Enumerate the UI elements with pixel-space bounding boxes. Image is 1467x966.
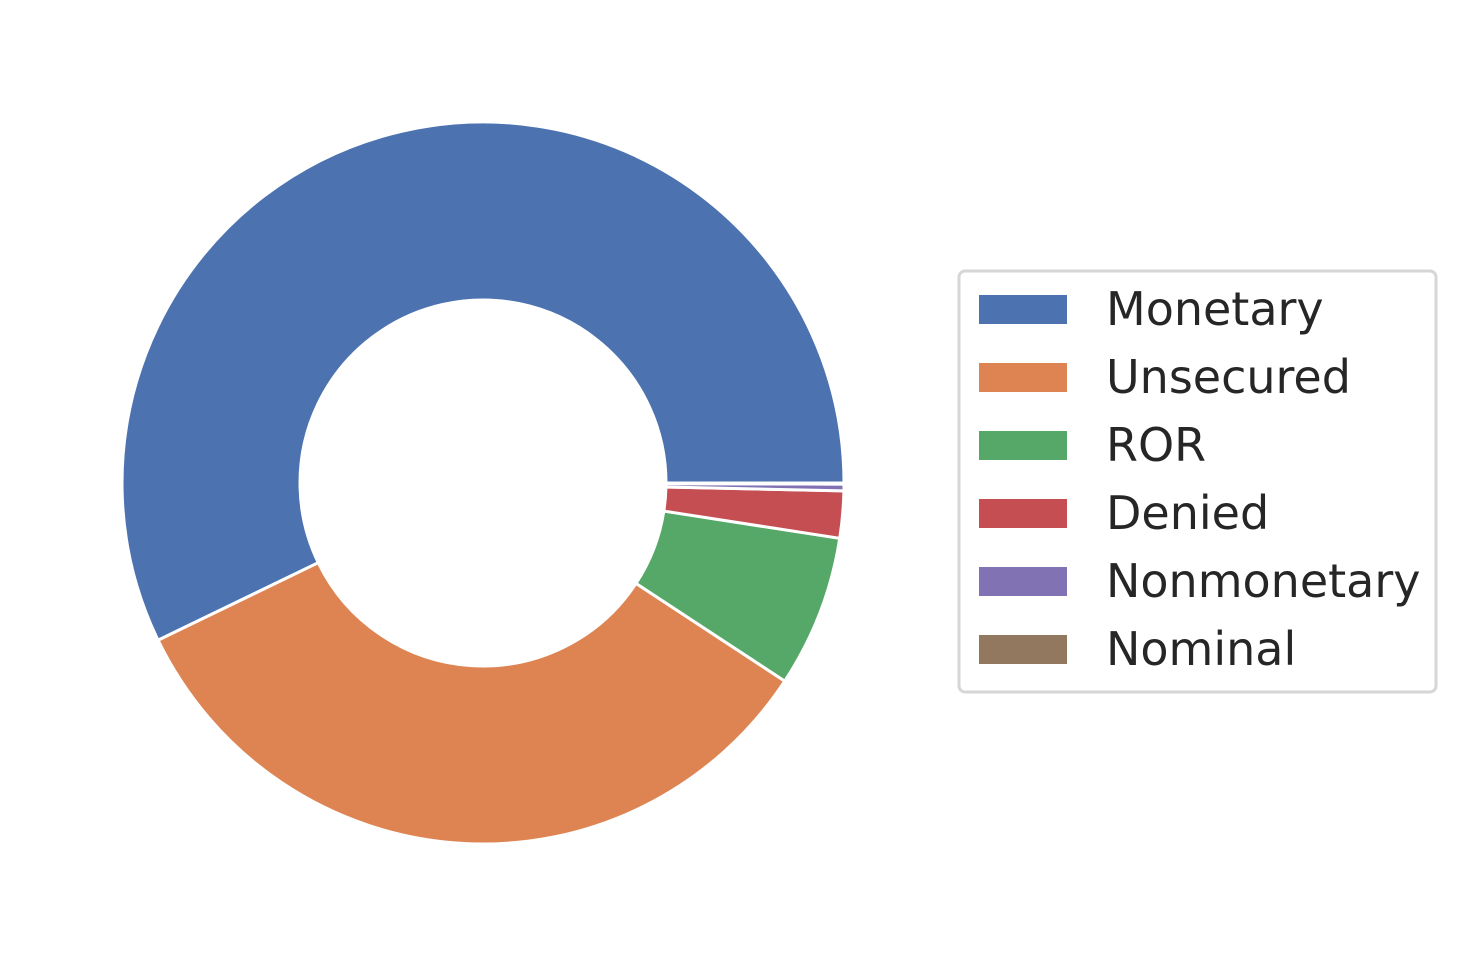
legend-swatch-unsecured	[979, 363, 1067, 392]
slice-monetary	[120, 120, 846, 642]
legend-swatch-ror	[979, 431, 1067, 460]
legend-label-denied: Denied	[1106, 486, 1269, 540]
legend-label-ror: ROR	[1106, 418, 1206, 472]
legend-swatch-nonmonetary	[979, 567, 1067, 596]
slice-unsecured	[156, 561, 787, 846]
chart-slices	[120, 120, 846, 846]
legend-label-unsecured: Unsecured	[1106, 350, 1351, 404]
legend-label-monetary: Monetary	[1106, 282, 1324, 336]
legend-label-nonmonetary: Nonmonetary	[1106, 554, 1420, 608]
legend-swatch-nominal	[979, 635, 1067, 664]
legend-frame	[957, 269, 1438, 694]
legend-swatch-monetary	[979, 295, 1067, 324]
legend-label-nominal: Nominal	[1106, 622, 1296, 676]
slice-nominal	[664, 481, 846, 486]
legend-swatch-denied	[979, 499, 1067, 528]
legend: Monetary Unsecured ROR Denied Nonmonetary Nom…	[957, 269, 1438, 694]
